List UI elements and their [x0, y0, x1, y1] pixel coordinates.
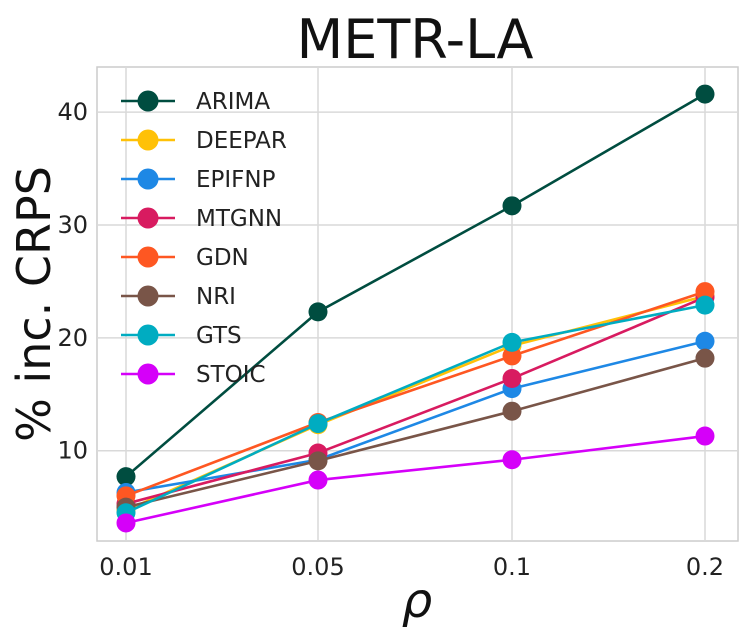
series-nri: [116, 348, 715, 517]
series-line: [125, 339, 706, 494]
legend-label: DEEPAR: [196, 128, 287, 154]
legend-label: ARIMA: [196, 89, 270, 115]
data-point: [308, 302, 328, 322]
legend-entry: MTGNN: [121, 206, 282, 232]
legend-marker: [137, 129, 159, 151]
data-point: [502, 346, 522, 366]
legend-marker: [137, 324, 159, 346]
legend-entry: GDN: [121, 245, 249, 271]
data-point: [116, 513, 136, 533]
legend-marker: [137, 363, 159, 385]
series-stoic: [116, 426, 715, 533]
y-axis-label: % inc. CRPS: [7, 166, 61, 442]
legend-entry: ARIMA: [121, 89, 270, 115]
data-point: [502, 401, 522, 421]
y-tick-label: 30: [57, 211, 88, 239]
data-point: [116, 467, 136, 487]
data-point: [502, 196, 522, 216]
legend-label: GTS: [196, 323, 242, 349]
legend-entry: EPIFNP: [121, 167, 276, 193]
legend-marker: [137, 246, 159, 268]
legend-marker: [137, 285, 159, 307]
legend-entry: STOIC: [121, 362, 266, 388]
series-line: [125, 92, 706, 478]
x-tick-label: 0.1: [493, 553, 531, 581]
data-point: [695, 295, 715, 315]
x-tick-label: 0.2: [686, 553, 724, 581]
series-line: [125, 303, 706, 514]
plot-area: [96, 66, 739, 542]
legend-entry: GTS: [121, 323, 242, 349]
series-line: [125, 434, 706, 525]
x-ticks: 0.01 0.05 0.1 0.2: [99, 553, 724, 581]
data-point: [695, 282, 715, 302]
legend-marker: [137, 168, 159, 190]
data-point: [695, 348, 715, 368]
legend-label: MTGNN: [196, 206, 282, 232]
data-point: [695, 84, 715, 104]
series-line: [125, 296, 706, 506]
x-tick-label: 0.05: [291, 553, 344, 581]
legend-label: STOIC: [196, 362, 266, 388]
x-axis-label: ρ: [402, 573, 432, 629]
series-line: [125, 356, 706, 509]
legend-marker: [137, 90, 159, 112]
legend-label: NRI: [196, 284, 236, 310]
data-point: [502, 368, 522, 388]
chart-title: METR-LA: [297, 8, 534, 71]
legend-entry: DEEPAR: [121, 128, 287, 154]
y-tick-label: 10: [57, 437, 88, 465]
legend: ARIMA DEEPAR EPIFNP MTGNN GDN NRI GTS STOIC: [121, 89, 287, 388]
data-point: [502, 332, 522, 352]
y-ticks: 10 20 30 40: [57, 98, 88, 465]
series-layer: [116, 84, 715, 533]
data-point: [308, 414, 328, 434]
data-point: [695, 331, 715, 351]
data-point: [695, 426, 715, 446]
legend-label: EPIFNP: [196, 167, 276, 193]
y-tick-label: 40: [57, 98, 88, 126]
x-tick-label: 0.01: [99, 553, 152, 581]
data-point: [502, 450, 522, 470]
legend-label: GDN: [196, 245, 249, 271]
legend-entry: NRI: [121, 284, 236, 310]
y-tick-label: 20: [57, 324, 88, 352]
series-arima: [116, 84, 715, 487]
data-point: [308, 470, 328, 490]
data-point: [308, 451, 328, 471]
legend-marker: [137, 207, 159, 229]
